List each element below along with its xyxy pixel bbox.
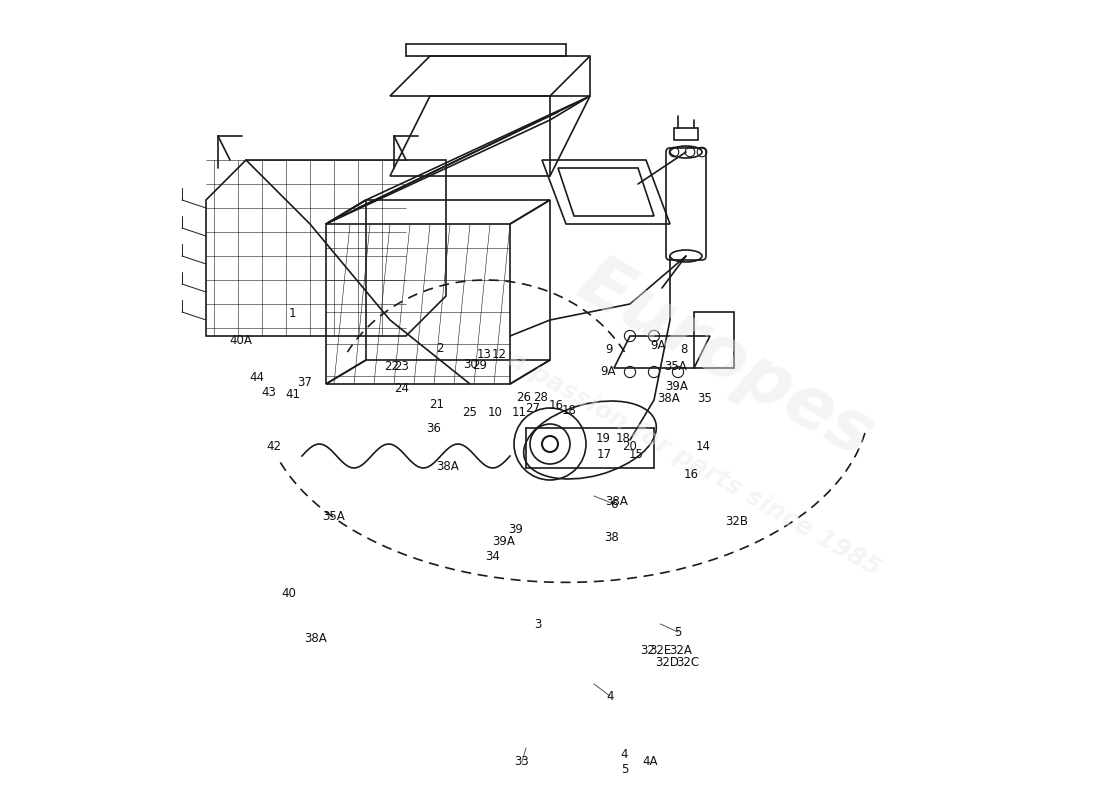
Text: 23: 23 xyxy=(395,360,409,373)
Text: 27: 27 xyxy=(525,402,540,414)
Text: 44: 44 xyxy=(249,371,264,384)
Text: 18: 18 xyxy=(616,432,631,445)
Text: 39A: 39A xyxy=(492,535,515,548)
Text: 4: 4 xyxy=(606,690,614,702)
Text: 19: 19 xyxy=(596,432,612,445)
Text: a passion for parts since 1985: a passion for parts since 1985 xyxy=(504,347,884,581)
Text: 42: 42 xyxy=(266,440,282,453)
Text: 13: 13 xyxy=(477,348,492,361)
Text: 8: 8 xyxy=(681,343,689,356)
Text: 39: 39 xyxy=(508,523,522,536)
Text: 10: 10 xyxy=(488,406,503,418)
Text: 38A: 38A xyxy=(437,460,459,473)
Text: 32B: 32B xyxy=(725,515,748,528)
Text: 33: 33 xyxy=(515,755,529,768)
Text: 9: 9 xyxy=(605,343,613,356)
Text: 28: 28 xyxy=(534,391,548,404)
Text: 32: 32 xyxy=(640,644,654,657)
Text: 25: 25 xyxy=(462,406,476,418)
Text: 6: 6 xyxy=(610,498,618,510)
Text: 20: 20 xyxy=(621,440,637,453)
Text: 15: 15 xyxy=(629,448,644,461)
Text: 38A: 38A xyxy=(305,632,327,645)
Text: 4A: 4A xyxy=(642,755,658,768)
Text: Europes: Europes xyxy=(566,248,886,472)
Text: 38: 38 xyxy=(604,531,619,544)
Text: 43: 43 xyxy=(261,386,276,398)
Text: 41: 41 xyxy=(285,388,300,401)
Text: 39A: 39A xyxy=(666,380,688,393)
Text: 5: 5 xyxy=(674,626,682,638)
Text: 4
5: 4 5 xyxy=(620,747,628,775)
Text: 17: 17 xyxy=(597,448,612,461)
Text: 3: 3 xyxy=(535,618,541,630)
Text: 21: 21 xyxy=(429,398,444,410)
Text: 9A: 9A xyxy=(650,339,666,352)
Text: 11: 11 xyxy=(513,406,527,418)
Text: 32A: 32A xyxy=(669,644,692,657)
Text: 40A: 40A xyxy=(229,334,252,347)
Text: 38A: 38A xyxy=(657,392,680,405)
Text: 24: 24 xyxy=(395,382,409,394)
Text: 22: 22 xyxy=(384,360,399,373)
Text: 38A: 38A xyxy=(605,495,628,508)
Text: 29: 29 xyxy=(472,359,487,372)
Text: 34: 34 xyxy=(485,550,499,562)
Text: 12: 12 xyxy=(492,348,507,361)
Text: 18: 18 xyxy=(562,404,576,417)
Text: 36: 36 xyxy=(427,422,441,434)
Text: 32E: 32E xyxy=(649,644,671,657)
Text: 14: 14 xyxy=(696,440,711,453)
Text: 35A: 35A xyxy=(664,360,688,373)
Text: 40: 40 xyxy=(280,587,296,600)
Text: 32C: 32C xyxy=(676,656,700,669)
Text: 35: 35 xyxy=(697,392,712,405)
Text: 16: 16 xyxy=(683,468,698,481)
Text: 1: 1 xyxy=(288,307,296,320)
Text: 32D: 32D xyxy=(656,656,680,669)
Text: 16: 16 xyxy=(549,399,564,412)
Text: 30: 30 xyxy=(463,358,478,371)
Text: 2: 2 xyxy=(436,342,443,354)
Text: 26: 26 xyxy=(516,391,531,404)
Text: 37: 37 xyxy=(297,376,311,389)
Text: 35A: 35A xyxy=(322,510,345,522)
Text: 9A: 9A xyxy=(600,365,615,378)
